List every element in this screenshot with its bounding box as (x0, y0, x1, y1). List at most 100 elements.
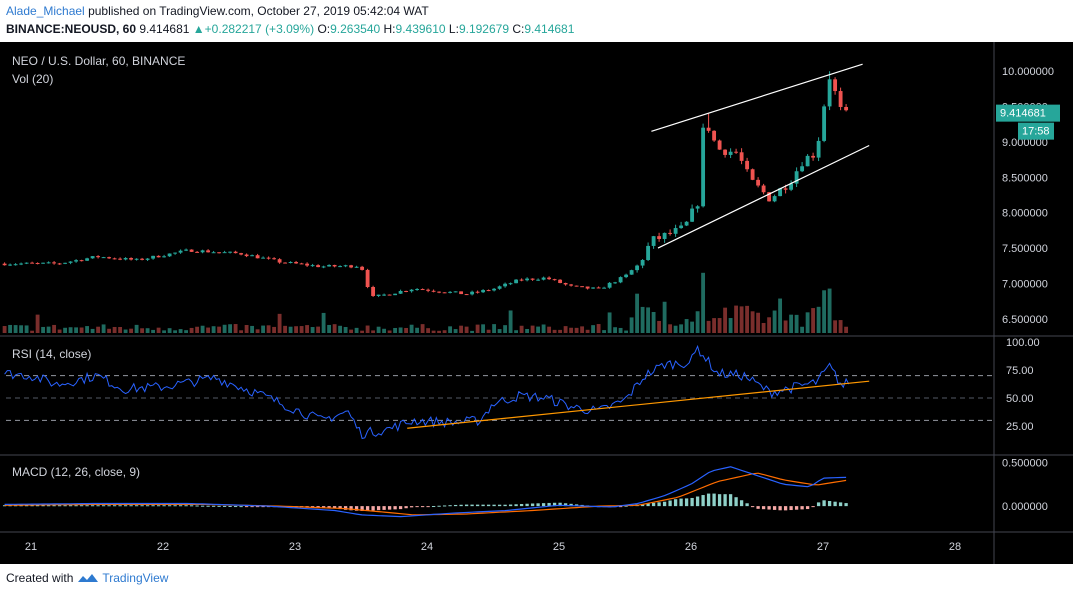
candle[interactable] (624, 274, 629, 278)
author-link[interactable]: Alade_Michael (6, 4, 85, 18)
candle[interactable] (651, 236, 656, 246)
candle[interactable] (437, 291, 442, 293)
candle[interactable] (816, 140, 821, 158)
candle[interactable] (459, 291, 464, 295)
candle[interactable] (750, 169, 755, 180)
candle[interactable] (767, 192, 772, 202)
candle[interactable] (250, 255, 255, 257)
macd-line[interactable] (4, 466, 847, 518)
rsi-pane[interactable] (4, 344, 994, 440)
candle[interactable] (690, 208, 695, 222)
trading-chart[interactable]: 10.0000009.5000009.0000008.5000008.00000… (0, 42, 1073, 564)
candle[interactable] (52, 262, 57, 264)
candle[interactable] (662, 232, 667, 239)
candle[interactable] (316, 265, 321, 268)
candle[interactable] (712, 130, 717, 141)
candle[interactable] (497, 286, 502, 289)
candle[interactable] (294, 261, 299, 264)
candle[interactable] (195, 251, 200, 253)
candle[interactable] (239, 253, 244, 255)
candle[interactable] (811, 155, 816, 158)
candle[interactable] (382, 294, 387, 296)
candle[interactable] (255, 255, 260, 259)
candle[interactable] (519, 279, 524, 281)
candle[interactable] (778, 188, 783, 197)
candle[interactable] (409, 289, 414, 292)
candle[interactable] (486, 290, 491, 292)
channel-upper-line[interactable] (651, 63, 863, 132)
candle[interactable] (822, 106, 827, 141)
candle[interactable] (794, 171, 799, 184)
candle[interactable] (140, 258, 145, 260)
candle[interactable] (805, 155, 810, 167)
candle[interactable] (492, 288, 497, 291)
candle[interactable] (96, 256, 101, 258)
candle[interactable] (167, 253, 172, 257)
candle[interactable] (151, 255, 156, 259)
candle[interactable] (68, 261, 73, 263)
candle[interactable] (63, 262, 68, 264)
candle[interactable] (305, 263, 310, 266)
candles[interactable] (2, 71, 849, 298)
candle[interactable] (723, 149, 728, 155)
candle[interactable] (591, 287, 596, 289)
candle[interactable] (728, 151, 733, 155)
candle[interactable] (387, 294, 392, 296)
candle[interactable] (266, 257, 271, 259)
candle[interactable] (134, 258, 139, 260)
candle[interactable] (783, 188, 788, 190)
candle[interactable] (706, 127, 711, 131)
candle[interactable] (112, 258, 117, 260)
candle[interactable] (695, 206, 700, 209)
candle[interactable] (684, 221, 689, 226)
candle[interactable] (376, 294, 381, 296)
candle[interactable] (310, 265, 315, 267)
candle[interactable] (789, 183, 794, 190)
candle[interactable] (541, 277, 546, 280)
candle[interactable] (734, 151, 739, 153)
candle[interactable] (800, 166, 805, 172)
candle[interactable] (640, 260, 645, 266)
candle[interactable] (420, 289, 425, 291)
candle[interactable] (101, 257, 106, 259)
candle[interactable] (552, 279, 557, 281)
candle[interactable] (607, 282, 612, 288)
candle[interactable] (19, 263, 24, 265)
rsi-line[interactable] (4, 344, 850, 440)
candle[interactable] (668, 232, 673, 234)
candle[interactable] (156, 255, 161, 258)
candle[interactable] (739, 152, 744, 161)
candle[interactable] (30, 262, 35, 264)
candle[interactable] (569, 284, 574, 286)
candle[interactable] (761, 185, 766, 193)
candle[interactable] (464, 294, 469, 296)
candle[interactable] (57, 263, 62, 265)
candle[interactable] (470, 291, 475, 295)
candle[interactable] (189, 249, 194, 252)
candle[interactable] (833, 79, 838, 92)
candle[interactable] (393, 293, 398, 296)
candle[interactable] (338, 266, 343, 268)
candle[interactable] (35, 263, 40, 265)
candle[interactable] (618, 277, 623, 283)
candle[interactable] (272, 258, 277, 260)
candle[interactable] (107, 257, 112, 259)
candle[interactable] (398, 290, 403, 294)
candle[interactable] (354, 266, 359, 268)
candle[interactable] (162, 256, 167, 258)
candle[interactable] (717, 140, 722, 150)
candle[interactable] (288, 261, 293, 263)
candle[interactable] (481, 290, 486, 293)
candle[interactable] (646, 245, 651, 261)
candle[interactable] (536, 279, 541, 281)
candle[interactable] (222, 252, 227, 254)
candle[interactable] (145, 258, 150, 260)
candle[interactable] (360, 266, 365, 270)
candle[interactable] (217, 252, 222, 254)
candle[interactable] (756, 179, 761, 186)
candle[interactable] (41, 262, 46, 264)
tradingview-brand-link[interactable]: TradingView (102, 571, 169, 585)
candle[interactable] (299, 263, 304, 265)
candle[interactable] (233, 251, 238, 254)
candle[interactable] (585, 286, 590, 289)
